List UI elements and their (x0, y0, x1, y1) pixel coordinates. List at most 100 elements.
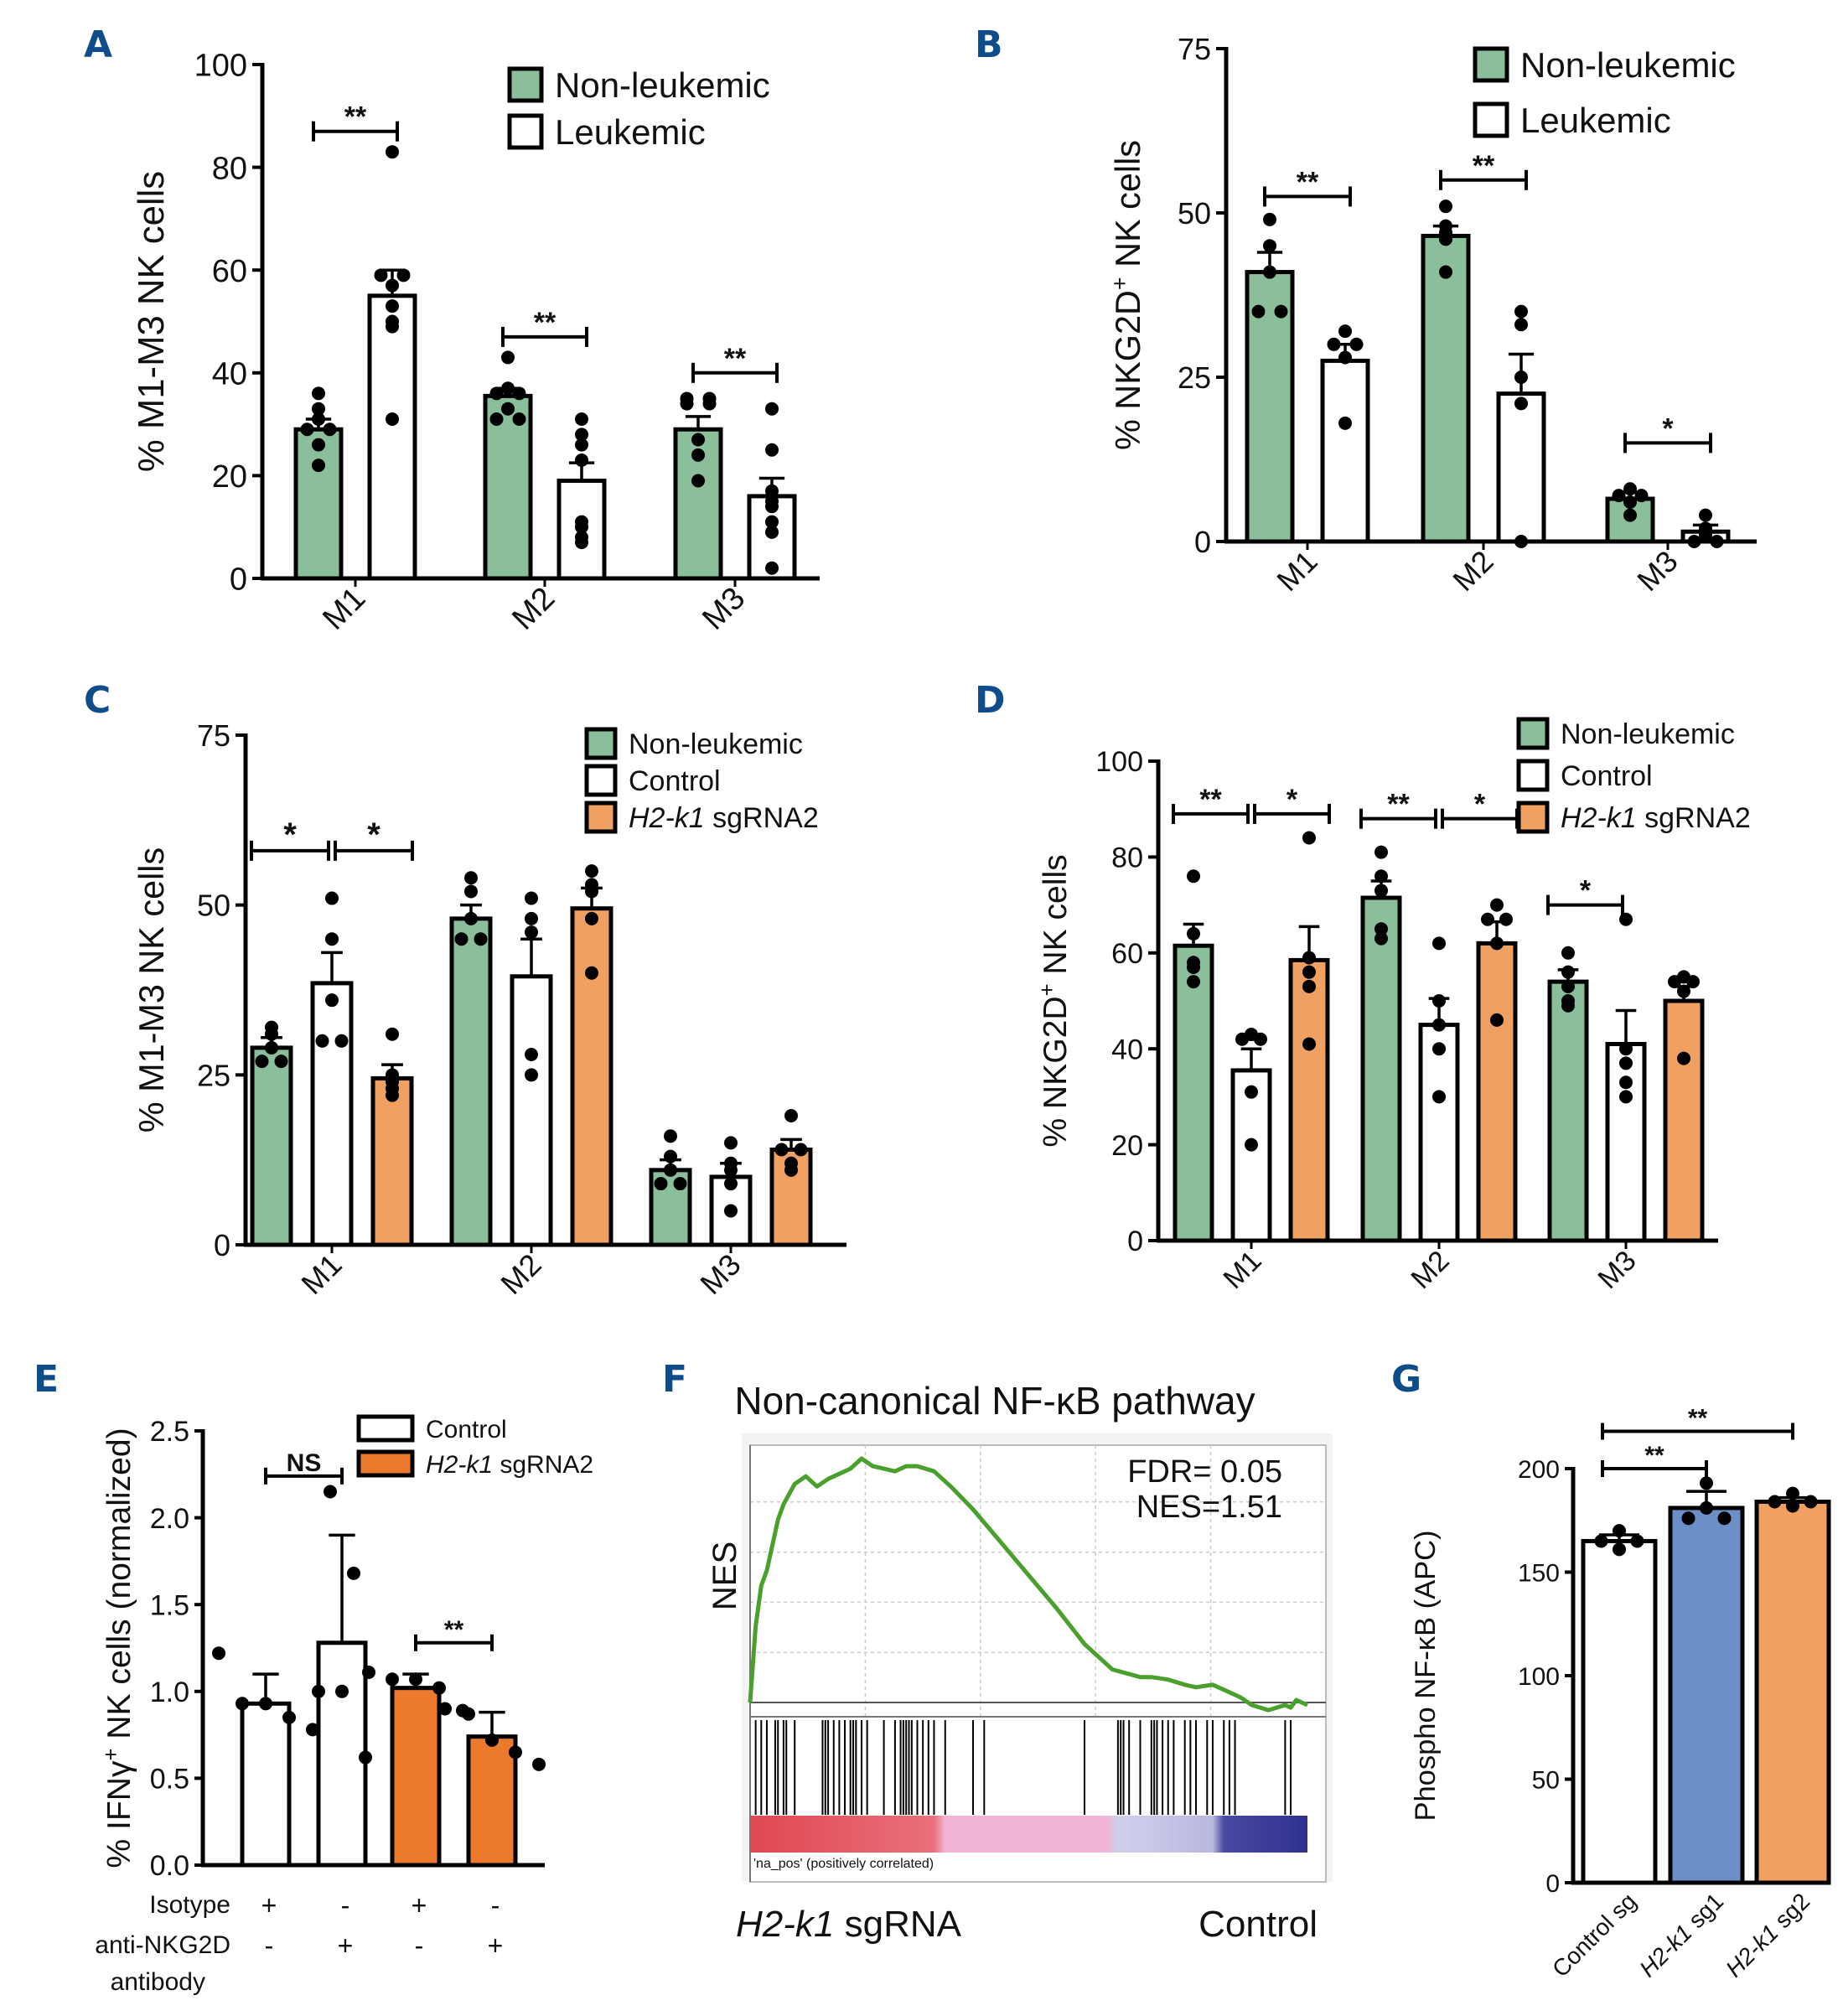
significance-label: * (283, 816, 297, 853)
legend-swatch (584, 727, 618, 760)
x-tick-label: M3 (1630, 544, 1684, 598)
data-point (1499, 912, 1513, 926)
data-point (1514, 371, 1528, 384)
data-point (691, 474, 705, 488)
data-point (585, 864, 598, 878)
y-tick-label: 75 (1178, 32, 1211, 66)
data-point (306, 1723, 319, 1737)
legend-swatch (507, 113, 544, 150)
data-point (532, 1757, 546, 1771)
legend-swatch (507, 66, 544, 103)
data-point (1681, 1511, 1695, 1526)
data-point (1327, 337, 1341, 351)
data-point (374, 268, 388, 282)
y-tick-label: 0 (1127, 1226, 1143, 1257)
data-point (680, 396, 694, 411)
bar (1754, 1500, 1831, 1885)
data-point (1432, 1018, 1446, 1032)
y-tick-label: 50 (1178, 196, 1211, 231)
data-point (1623, 482, 1637, 496)
bar (293, 427, 344, 581)
data-point (464, 911, 478, 925)
x-tick-label: Control sg (1547, 1888, 1641, 1982)
data-point (1490, 1013, 1504, 1027)
legend-label: Leukemic (555, 112, 706, 152)
data-point (673, 1177, 687, 1191)
data-point (1634, 489, 1649, 503)
bar (1476, 941, 1518, 1243)
data-point (794, 1143, 808, 1157)
data-point (724, 1136, 738, 1150)
legend-label: Leukemic (1520, 101, 1671, 140)
y-tick-label: 0.5 (150, 1764, 189, 1796)
data-point (1432, 1042, 1446, 1056)
data-point (1245, 1085, 1258, 1099)
anti-nkg2d-sign: - (415, 1930, 424, 1961)
significance-label: ** (344, 101, 367, 133)
bar (1581, 1538, 1658, 1885)
legend-label: H2-k1 sgRNA2 (426, 1451, 593, 1479)
bar (1173, 943, 1214, 1243)
data-point (512, 386, 526, 401)
data-point (724, 1163, 738, 1177)
data-point (386, 278, 399, 293)
significance-label: ** (1688, 1405, 1708, 1433)
data-point (1302, 951, 1316, 965)
data-point (525, 891, 538, 905)
data-point (724, 1204, 738, 1218)
data-point (1619, 1042, 1633, 1056)
data-point (1338, 350, 1352, 365)
data-point (485, 1733, 499, 1747)
data-point (312, 459, 325, 473)
panel-b-chart: 0 25 50 75 % NKG2D+ NK cells M1 M2 M3 Non-leukem… (1107, 32, 1757, 598)
significance-label: ** (724, 343, 747, 375)
x-tick-label: M2 (505, 581, 562, 637)
bar (466, 1734, 518, 1868)
data-point (236, 1697, 249, 1711)
data-point (386, 1088, 399, 1102)
data-point (1786, 1499, 1799, 1513)
data-point (1432, 994, 1446, 1008)
bar (1360, 895, 1402, 1243)
panel-d-chart: 0 20 40 60 80 100 % NKG2D+ NK cells M1 M2 M3 Non-l… (1036, 717, 1751, 1295)
data-point (1245, 1138, 1258, 1152)
panel-label-a: A (84, 23, 112, 66)
bar (1547, 979, 1589, 1243)
anti-nkg2d-sign: + (488, 1930, 504, 1961)
y-tick-label: 100 (1095, 746, 1143, 778)
data-point (386, 412, 399, 426)
nes-annotation: NES=1.51 (1136, 1490, 1282, 1525)
y-tick-label: 50 (197, 889, 230, 923)
data-point (765, 561, 779, 575)
data-point (1514, 318, 1528, 332)
significance-label: * (1662, 412, 1674, 444)
panel-label-c: C (84, 679, 111, 722)
y-tick-label: 0 (1545, 1870, 1560, 1898)
data-point (1263, 239, 1276, 253)
y-tick-label: 75 (197, 718, 230, 753)
panel-g-chart: 0 50 100 150 200 Phospho NF-κB (APC) Control s… (1410, 1405, 1831, 1982)
data-point (784, 1163, 798, 1177)
data-point (1251, 304, 1266, 319)
data-point (1561, 979, 1575, 993)
data-point (575, 412, 588, 426)
x-tick-label: M3 (693, 1247, 747, 1301)
x-tick-label: M3 (1592, 1245, 1642, 1295)
data-point (438, 1702, 452, 1716)
legend-swatch (356, 1414, 415, 1443)
ranked-list-label: 'na_pos' (positively correlated) (753, 1857, 934, 1871)
data-point (585, 966, 598, 980)
data-point (255, 1055, 269, 1069)
data-point (259, 1697, 272, 1711)
bar (240, 1701, 292, 1868)
y-tick-label: 1.5 (150, 1589, 189, 1621)
y-tick-label: 50 (1532, 1766, 1560, 1794)
bar (1605, 1041, 1647, 1243)
data-point (1687, 535, 1701, 548)
y-tick-label: 0 (1194, 525, 1211, 559)
bar (483, 393, 533, 581)
y-tick-label: 2.0 (150, 1503, 189, 1535)
data-point (1374, 922, 1388, 936)
data-point (724, 1177, 738, 1191)
data-point (454, 932, 469, 946)
